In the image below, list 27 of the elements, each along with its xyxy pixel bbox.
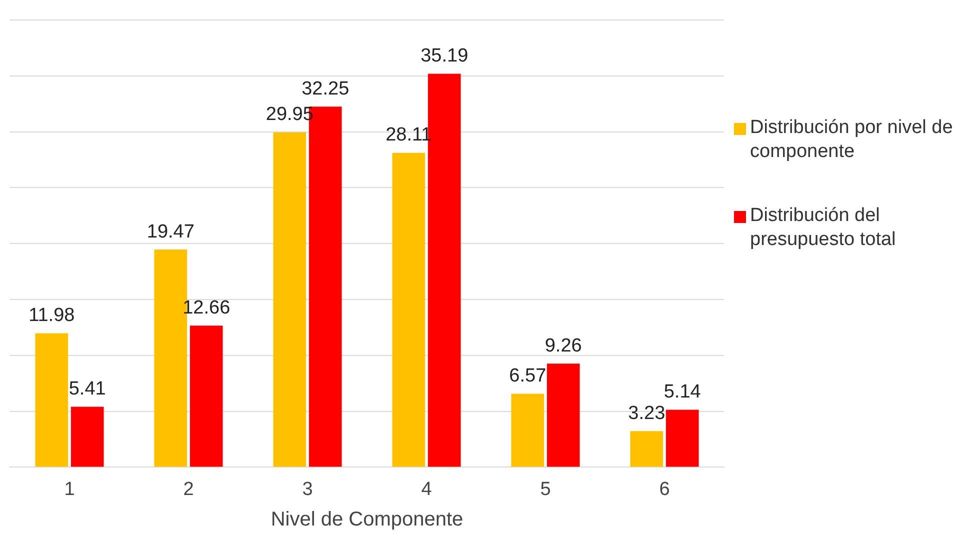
- data-label: 5.14: [664, 381, 702, 402]
- bar: [273, 132, 306, 467]
- x-tick-label: 5: [540, 478, 551, 500]
- x-tick-label: 6: [659, 478, 670, 500]
- data-label: 3.23: [628, 402, 666, 424]
- bar: [35, 333, 68, 467]
- bar: [511, 394, 544, 467]
- x-tick-label: 2: [183, 478, 194, 500]
- x-tick-label: 3: [302, 478, 313, 500]
- legend-label: Distribución del presupuesto total: [750, 204, 897, 252]
- bar: [190, 326, 223, 467]
- bar: [630, 431, 664, 467]
- data-label: 5.41: [68, 378, 106, 400]
- data-label: 35.19: [420, 46, 468, 67]
- x-axis-title: Nivel de Componente: [270, 508, 464, 531]
- legend-label: Distribución por nivel de componente: [750, 116, 954, 164]
- data-label: 19.47: [146, 221, 194, 242]
- x-tick-label: 1: [64, 478, 75, 500]
- bar: [70, 406, 104, 467]
- x-tick-label: 4: [421, 478, 432, 500]
- bar: [392, 152, 426, 467]
- bar: [546, 364, 580, 467]
- bar: [666, 410, 699, 467]
- data-label: 9.26: [544, 335, 582, 356]
- data-label: 11.98: [28, 305, 75, 326]
- data-label: 32.25: [302, 78, 350, 100]
- data-label: 6.57: [509, 365, 546, 386]
